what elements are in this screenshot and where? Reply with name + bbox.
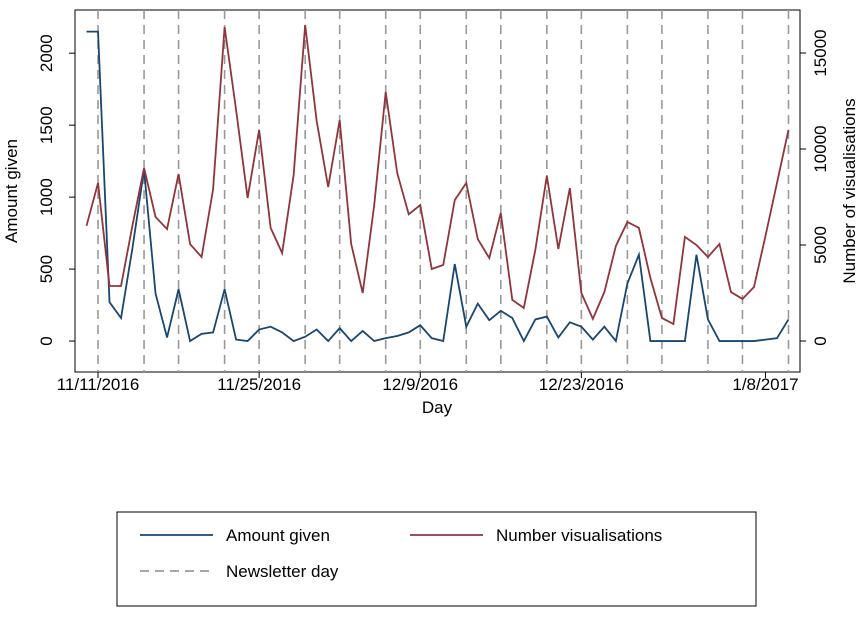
series-line [85, 24, 790, 326]
x-tick-label: 12/9/2016 [382, 375, 458, 394]
x-tick-label: 11/25/2016 [217, 375, 301, 394]
y2-tick-label: 0 [811, 336, 830, 345]
plot-frame [74, 9, 801, 373]
series-line [86, 30, 790, 344]
legend-label: Amount given [226, 526, 330, 545]
y-tick-label: 1500 [37, 106, 56, 144]
x-tick-label: 11/11/2016 [57, 375, 140, 394]
y-axis-title: Amount given [2, 139, 21, 243]
y-tick-label: 2000 [37, 34, 56, 72]
y-tick-label: 500 [37, 255, 56, 283]
y2-tick-label: 15000 [811, 29, 830, 76]
y-tick-label: 0 [37, 336, 56, 345]
y-tick-label: 1000 [37, 178, 56, 216]
x-axis-title: Day [422, 398, 453, 417]
x-tick-label: 1/8/2017 [732, 375, 798, 394]
legend-label: Newsletter day [226, 562, 339, 581]
legend-label: Number visualisations [496, 526, 662, 545]
y2-tick-label: 10000 [811, 125, 830, 172]
legend-box [116, 511, 757, 607]
y2-axis-title: Number of visualisations [840, 98, 859, 283]
y2-tick-label: 5000 [811, 226, 830, 264]
x-tick-label: 12/23/2016 [539, 375, 624, 394]
